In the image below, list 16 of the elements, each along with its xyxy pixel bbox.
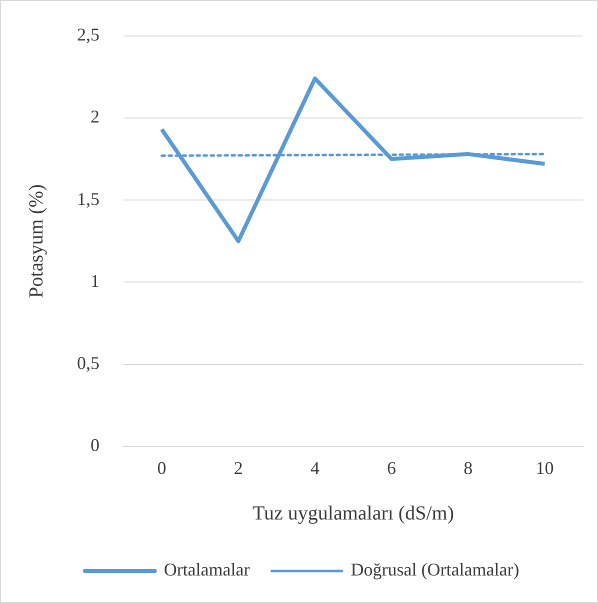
y-tick-label: 1,5 bbox=[77, 188, 100, 209]
y-axis-title: Potasyum (%) bbox=[25, 184, 48, 298]
y-tick-label: 2,5 bbox=[77, 24, 100, 45]
y-tick-label: 1 bbox=[90, 270, 100, 291]
legend-label: Ortalamalar bbox=[164, 560, 250, 580]
x-tick-label: 8 bbox=[464, 458, 473, 478]
x-tick-label: 10 bbox=[536, 458, 554, 478]
x-tick-label: 2 bbox=[234, 458, 243, 478]
legend-label: Doğrusal (Ortalamalar) bbox=[350, 560, 520, 580]
y-tick-label: 2 bbox=[90, 106, 100, 127]
x-tick-label: 6 bbox=[387, 458, 396, 478]
x-axis-title: Tuz uygulamaları (dS/m) bbox=[252, 502, 454, 524]
x-tick-label: 0 bbox=[157, 458, 166, 478]
x-tick-label: 4 bbox=[310, 458, 320, 478]
y-tick-label: 0 bbox=[90, 435, 100, 456]
y-tick-label: 0,5 bbox=[77, 353, 100, 374]
